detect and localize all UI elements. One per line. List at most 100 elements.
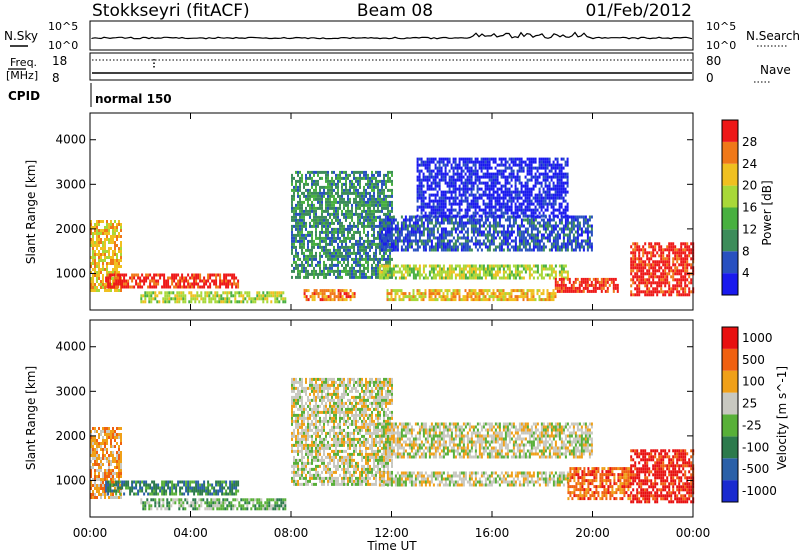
power-cell <box>588 245 591 249</box>
power-cell <box>176 291 179 295</box>
power-cell <box>410 267 413 271</box>
power-cell <box>383 197 385 201</box>
power-cell <box>303 191 305 195</box>
power-cell <box>440 295 443 299</box>
power-cell <box>484 175 487 179</box>
power-cell <box>516 214 519 218</box>
power-cell <box>295 209 297 213</box>
power-cell <box>454 184 457 188</box>
power-cell <box>390 218 393 222</box>
power-cell <box>386 292 389 296</box>
power-cell <box>478 264 481 268</box>
power-cell <box>556 289 559 293</box>
power-cell <box>532 214 535 218</box>
power-cell <box>116 244 118 247</box>
power-cell <box>355 254 357 258</box>
power-cell <box>476 221 479 225</box>
power-cell <box>462 273 465 277</box>
power-cell <box>321 230 323 234</box>
power-cell <box>636 263 639 267</box>
power-cell <box>538 166 541 170</box>
power-cell <box>498 270 501 274</box>
power-cell <box>375 236 377 240</box>
power-cell <box>112 253 114 256</box>
power-cell <box>506 181 509 185</box>
power-cell <box>377 236 379 240</box>
power-cell <box>297 221 299 225</box>
power-cell <box>327 194 329 198</box>
power-cell <box>363 188 365 192</box>
power-cell <box>526 172 529 176</box>
power-cell <box>434 298 437 302</box>
power-cell <box>432 270 435 274</box>
power-cell <box>325 242 327 246</box>
power-cell <box>502 196 505 200</box>
power-cell <box>476 199 479 203</box>
power-cell <box>542 199 545 203</box>
power-cell <box>339 260 341 264</box>
power-cell <box>339 292 342 296</box>
power-cell <box>321 194 323 198</box>
power-cell <box>335 209 337 213</box>
power-region-1 <box>105 273 240 289</box>
power-cell <box>377 197 379 201</box>
power-cell <box>448 273 451 277</box>
power-cell <box>448 211 451 215</box>
power-cell <box>492 175 495 179</box>
power-cell <box>498 202 501 206</box>
power-cell <box>235 282 238 286</box>
power-cell <box>560 211 563 215</box>
power-cell <box>337 260 339 264</box>
power-cell <box>426 227 429 231</box>
power-cell <box>578 215 581 219</box>
power-cell <box>178 294 181 298</box>
power-cell <box>311 251 313 255</box>
power-cell <box>256 294 259 298</box>
power-cell <box>343 203 345 207</box>
power-cell <box>508 166 511 170</box>
power-cell <box>303 182 305 186</box>
power-cell <box>452 298 455 302</box>
power-cell <box>436 227 439 231</box>
power-cell <box>480 208 483 212</box>
power-cell <box>558 202 561 206</box>
power-cell <box>576 286 579 290</box>
power-cell <box>392 270 395 274</box>
power-cell <box>176 297 179 301</box>
power-cell <box>114 247 116 250</box>
power-cell <box>335 212 337 216</box>
power-cell <box>102 268 104 271</box>
power-cell <box>536 202 539 206</box>
power-cell <box>564 205 567 209</box>
power-cell <box>432 193 435 197</box>
power-cell <box>418 273 421 277</box>
power-cell <box>630 251 633 255</box>
power-cell <box>327 242 329 246</box>
power-cell <box>552 295 555 299</box>
power-cell <box>502 270 505 274</box>
power-cell <box>480 169 483 173</box>
power-cell <box>357 224 359 228</box>
power-cell <box>329 298 332 302</box>
power-cell <box>444 289 447 293</box>
power-cell <box>590 224 593 228</box>
power-cell <box>510 160 513 164</box>
power-cell <box>375 248 377 252</box>
power-cell <box>518 193 521 197</box>
power-cell <box>349 191 351 195</box>
power-cell <box>225 279 228 283</box>
power-cell <box>474 242 477 246</box>
power-cell <box>325 263 327 267</box>
power-cell <box>430 245 433 249</box>
power-cell <box>383 176 385 180</box>
power-cell <box>369 179 371 183</box>
power-cell <box>339 227 341 231</box>
power-cell <box>327 185 329 189</box>
power-cell <box>297 203 299 207</box>
power-cell <box>636 284 639 288</box>
power-cell <box>112 259 114 262</box>
power-cell <box>438 205 441 209</box>
power-cell <box>470 289 473 293</box>
power-cell <box>450 196 453 200</box>
power-cell <box>367 203 369 207</box>
